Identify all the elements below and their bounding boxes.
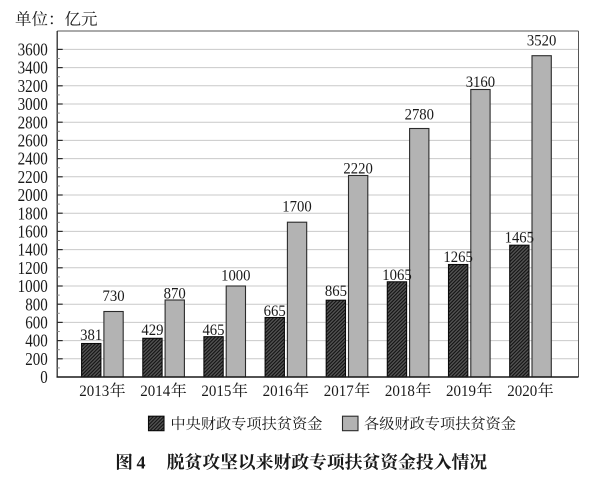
svg-text:1700: 1700 [282, 199, 311, 216]
svg-text:2000: 2000 [18, 185, 48, 205]
svg-text:1000: 1000 [18, 276, 48, 296]
svg-text:1600: 1600 [18, 222, 48, 242]
svg-text:429: 429 [141, 322, 163, 339]
svg-text:465: 465 [202, 322, 224, 339]
svg-text:665: 665 [264, 303, 286, 320]
svg-text:3600: 3600 [18, 40, 48, 60]
svg-text:2020: 2020 [507, 383, 537, 400]
svg-text:2013: 2013 [79, 383, 109, 400]
svg-text:3000: 3000 [18, 94, 48, 114]
svg-text:2017: 2017 [324, 383, 354, 400]
svg-text:4: 4 [137, 452, 146, 472]
svg-text:2016: 2016 [263, 383, 293, 400]
svg-text:3160: 3160 [466, 74, 495, 91]
svg-text:1000: 1000 [221, 268, 250, 285]
svg-text:3200: 3200 [18, 76, 48, 96]
svg-text:2220: 2220 [343, 160, 372, 177]
svg-text:3400: 3400 [18, 58, 48, 78]
svg-text:1265: 1265 [443, 249, 472, 266]
svg-text:1465: 1465 [505, 230, 534, 247]
svg-text:2018: 2018 [385, 383, 415, 400]
svg-text:200: 200 [25, 349, 48, 369]
svg-text:2780: 2780 [405, 107, 434, 124]
svg-text:2200: 2200 [18, 167, 48, 187]
svg-text:400: 400 [25, 331, 48, 351]
svg-text:870: 870 [164, 285, 186, 302]
svg-text:2800: 2800 [18, 112, 48, 132]
svg-text:2400: 2400 [18, 149, 48, 169]
svg-text:2600: 2600 [18, 131, 48, 151]
svg-text:381: 381 [80, 327, 102, 344]
svg-text:1400: 1400 [18, 240, 48, 260]
svg-text:1065: 1065 [382, 267, 411, 284]
svg-text:2014: 2014 [140, 383, 170, 400]
svg-text:2019: 2019 [446, 383, 476, 400]
svg-text:0: 0 [40, 367, 48, 387]
svg-text:800: 800 [25, 294, 48, 314]
svg-text:3520: 3520 [527, 32, 556, 49]
svg-text:2015: 2015 [201, 383, 231, 400]
svg-text:1800: 1800 [18, 203, 48, 223]
svg-text:600: 600 [25, 313, 48, 333]
svg-text:730: 730 [103, 288, 125, 305]
svg-text:1200: 1200 [18, 258, 48, 278]
svg-text:865: 865 [325, 283, 347, 300]
